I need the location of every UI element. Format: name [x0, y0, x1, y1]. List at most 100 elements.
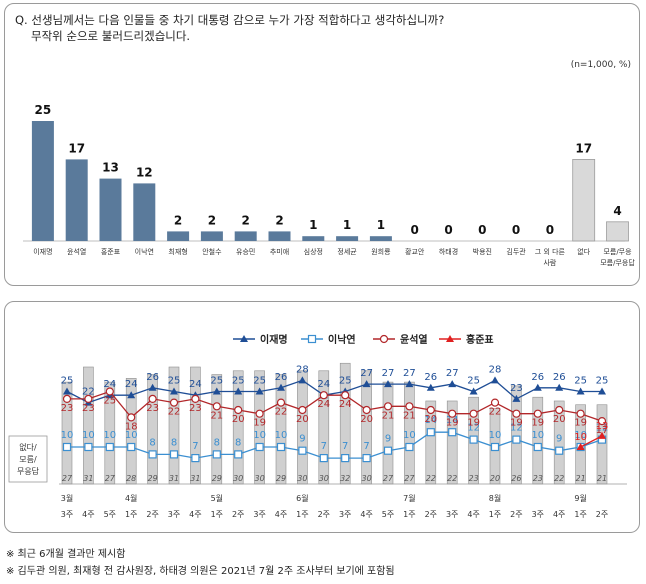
series-line-이낙연: [67, 431, 603, 459]
marker-triangle: [405, 380, 414, 388]
none-legend-text: 무응답: [17, 466, 40, 476]
bar-value-label: 2: [275, 213, 283, 227]
marker-triangle: [448, 380, 457, 388]
marker-square: [127, 442, 136, 452]
bar-category-label: 유승민: [236, 247, 255, 256]
bar-category-label: 안철수: [202, 247, 222, 256]
marker-circle: [255, 409, 264, 418]
marker-triangle: [384, 380, 392, 388]
marker-circle: [169, 398, 179, 407]
bar-5: [200, 231, 223, 241]
none-bar-label: 30: [319, 474, 329, 483]
marker-circle: [212, 402, 221, 411]
marker-triangle: [127, 391, 136, 399]
marker-triangle: [170, 387, 178, 395]
data-label: 10: [103, 430, 116, 441]
none-bar-label: 30: [297, 474, 307, 483]
data-label: 10: [82, 430, 95, 441]
marker-triangle: [240, 335, 248, 342]
marker-circle: [533, 409, 542, 418]
none-bar-label: 32: [340, 474, 350, 483]
week-label: 1주: [125, 510, 137, 519]
data-label: 20: [232, 414, 245, 425]
survey-question: Q. 선생님께서는 다음 인물들 중 차기 대통령 감으로 누가 가장 적합하다…: [15, 12, 444, 44]
marker-triangle: [234, 387, 243, 395]
data-label: 20: [553, 414, 566, 425]
data-label: 24: [189, 379, 202, 390]
bar-value-label: 17: [575, 141, 592, 155]
marker-triangle: [469, 387, 478, 395]
candidate-bar-chart: 25 이재명 17 윤석열 13 홍준표 12 이낙연 2 최재형 2 안철수 2 유승민 2 추미애 1 심상정…: [23, 103, 635, 267]
data-label: 26: [553, 372, 566, 383]
bar-category-label: 홍준표: [101, 247, 121, 256]
bar-0: [31, 121, 54, 241]
none-bar-25: [596, 404, 608, 485]
bar-value-label: 12: [136, 165, 153, 179]
footnote-2: ※ 김두관 의원, 최재형 전 감사원장, 하태경 의원은 2021년 7월 2…: [6, 566, 395, 577]
data-label: 24: [125, 379, 138, 390]
data-label: 20: [360, 414, 373, 425]
data-label: 19: [510, 418, 523, 429]
data-label: 17: [596, 425, 609, 436]
data-label: 19: [574, 418, 587, 429]
none-bar-label: 23: [533, 474, 543, 483]
data-label: 10: [531, 430, 544, 441]
data-label: 10: [61, 430, 74, 441]
series-line-홍준표: [580, 435, 603, 448]
trend-panel: 이재명 이낙연 윤석열 홍준표 27 31 27 28 29 31 31 29 30 30 29 30 30 32…: [4, 301, 640, 533]
marker-triangle: [298, 376, 307, 384]
bar-9: [336, 236, 359, 241]
marker-triangle: [555, 383, 564, 391]
series-line-이재명: [66, 379, 602, 404]
data-label: 7: [321, 441, 327, 452]
week-label: 2주: [425, 510, 437, 519]
bar-category-label: 김두관: [506, 247, 526, 256]
data-label: 27: [360, 368, 373, 379]
sample-size-note: (n=1,000, %): [570, 60, 631, 70]
bar-category-label: 이낙연: [135, 247, 154, 256]
marker-circle: [379, 334, 389, 344]
week-label: 5주: [382, 510, 394, 519]
marker-square: [105, 442, 114, 452]
data-label: 12: [510, 423, 523, 434]
data-label: 8: [235, 437, 241, 448]
week-label: 4주: [467, 510, 479, 519]
data-label: 25: [232, 376, 245, 387]
marker-triangle: [63, 387, 71, 395]
data-label: 22: [168, 407, 181, 418]
none-bar-label: 28: [126, 474, 136, 483]
marker-square: [276, 442, 286, 452]
current-support-panel: Q. 선생님께서는 다음 인물들 중 차기 대통령 감으로 누가 가장 적합하다…: [4, 3, 640, 286]
none-bar-label: 22: [554, 474, 564, 483]
data-label: 24: [103, 379, 116, 390]
data-label: 22: [82, 387, 95, 398]
marker-square: [191, 454, 200, 463]
bar-category-label: 원희룡: [371, 247, 391, 256]
week-label: 3주: [446, 510, 458, 519]
marker-square: [448, 428, 457, 437]
data-label: 20: [424, 414, 437, 425]
week-label: 4주: [553, 510, 565, 519]
marker-triangle: [491, 376, 499, 384]
bar-6: [234, 231, 257, 241]
bar-3: [133, 183, 156, 241]
data-label: 22: [489, 407, 502, 418]
none-bar-label: 31: [169, 474, 179, 483]
marker-triangle: [362, 380, 371, 388]
none-bar-label: 30: [255, 474, 265, 483]
marker-circle: [319, 391, 328, 400]
data-label: 8: [149, 437, 155, 448]
bar-value-label: 0: [512, 223, 520, 237]
marker-circle: [362, 405, 371, 415]
marker-square: [307, 334, 317, 344]
bar-category-label: 사람: [543, 258, 556, 267]
marker-square: [426, 428, 435, 437]
bar-category-label: 추미애: [270, 247, 289, 256]
none-bar-label: 27: [404, 474, 415, 483]
data-label: 9: [385, 434, 391, 445]
none-bar-label: 23: [469, 474, 479, 483]
none-bar-4: [147, 374, 158, 485]
data-label: 25: [467, 376, 480, 387]
data-label: 19: [446, 418, 459, 429]
bar-4: [167, 231, 190, 241]
